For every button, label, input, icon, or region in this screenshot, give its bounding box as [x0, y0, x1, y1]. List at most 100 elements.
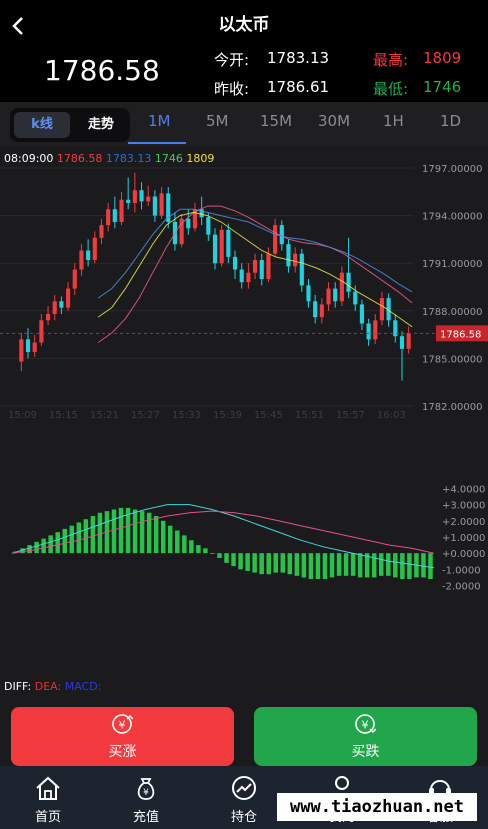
macd-bar: [407, 553, 412, 580]
y-tick-label: 1788.00000: [422, 307, 482, 318]
buy-down-button[interactable]: ¥ 买跌: [254, 707, 477, 766]
candle-body: [146, 196, 151, 202]
candle-body: [406, 333, 411, 349]
candle-body: [246, 272, 251, 283]
legend-value-1: 1786.58: [56, 152, 103, 165]
macd-bar: [203, 548, 208, 554]
macd-bar: [146, 512, 152, 554]
candle-body: [66, 288, 71, 308]
macd-bar: [231, 553, 236, 567]
macd-bar: [196, 545, 201, 554]
x-tick-label: 15:09: [8, 410, 37, 421]
x-tick-label: 15:33: [172, 410, 201, 421]
diff-line: [11, 504, 435, 569]
y-tick-label: 1794.00000: [422, 212, 482, 223]
tab-5m[interactable]: 5M: [206, 112, 229, 130]
open-value: 1783.13: [267, 49, 330, 67]
legend-value-4: 1809: [186, 152, 215, 165]
y-tick-label: 1791.00000: [422, 259, 482, 270]
prev-close-value: 1786.61: [267, 78, 330, 96]
tab-trend[interactable]: 走势: [87, 117, 114, 132]
y-tick-label: 1797.00000: [422, 164, 482, 175]
candle-body: [379, 298, 385, 321]
candle-body: [32, 342, 37, 353]
macd-bar: [83, 519, 89, 554]
tab-15m[interactable]: 15M: [260, 112, 293, 130]
current-price: 1786.58: [44, 54, 160, 87]
macd-bar: [245, 553, 250, 571]
candle-body: [99, 225, 104, 238]
buy-up-button[interactable]: ¥ 买涨: [11, 707, 234, 766]
candle-body: [179, 218, 184, 245]
macd-legend: DIFF: DEA: MACD:: [4, 680, 101, 693]
x-tick-label: 15:15: [49, 410, 78, 421]
macd-bar: [400, 553, 405, 580]
candle-body: [39, 320, 44, 343]
candle-body: [279, 225, 284, 245]
macd-bar: [421, 553, 426, 578]
high-value: 1809: [423, 49, 462, 67]
nav-positions-label: 持仓: [230, 810, 257, 825]
watermark: www.tiaozhuan.net: [277, 793, 477, 821]
candle-body: [399, 336, 405, 349]
prev-close-label: 昨收:: [214, 80, 250, 98]
moving-average-line: [97, 211, 413, 328]
macd-bar: [48, 535, 53, 554]
macd-bar: [41, 538, 46, 554]
low-label: 最低:: [373, 80, 409, 98]
nav-recharge-label: 充值: [132, 810, 159, 825]
macd-bar: [266, 553, 271, 575]
back-arrow-icon[interactable]: [8, 12, 30, 40]
nav-home[interactable]: 首页: [18, 770, 78, 825]
macd-bar: [20, 548, 25, 554]
macd-y-tick-label: +0.0000: [442, 549, 485, 560]
macd-bar: [62, 528, 68, 554]
candle-body: [393, 320, 398, 337]
macd-bar: [386, 553, 391, 576]
candle-body: [72, 269, 77, 289]
macd-label: MACD:: [64, 680, 102, 693]
candle-body: [259, 260, 264, 280]
tab-1h[interactable]: 1H: [383, 112, 404, 130]
y-tick-label: 1782.00000: [422, 402, 482, 413]
tab-30m[interactable]: 30M: [318, 112, 351, 130]
candle-body: [119, 199, 124, 222]
macd-bar: [210, 553, 215, 554]
macd-bar: [97, 512, 103, 554]
nav-recharge[interactable]: ¥ 充值: [116, 770, 176, 825]
tab-kline[interactable]: k线: [14, 112, 70, 138]
home-icon: [36, 776, 60, 800]
macd-bar: [364, 553, 370, 578]
candle-body: [266, 253, 271, 280]
macd-y-tick-label: -1.0000: [442, 565, 481, 576]
nav-positions[interactable]: 持仓: [214, 770, 274, 825]
tab-1d[interactable]: 1D: [440, 112, 462, 130]
candle-body: [333, 288, 338, 302]
macd-y-tick-label: +1.0000: [442, 533, 485, 544]
diff-label: DIFF:: [4, 680, 32, 693]
candle-body: [252, 260, 258, 273]
candle-body: [239, 269, 244, 283]
candle-body: [366, 323, 371, 340]
chart-mode-toggle: k线 走势: [10, 108, 130, 142]
tab-1m[interactable]: 1M: [148, 112, 171, 130]
candle-body: [139, 190, 144, 202]
macd-bar: [153, 515, 159, 554]
macd-bar: [259, 553, 264, 575]
candle-body: [293, 253, 298, 267]
low-value: 1746: [423, 78, 462, 96]
candle-body: [199, 209, 204, 218]
candle-body: [166, 193, 171, 222]
candle-body: [353, 291, 358, 305]
macd-bar: [308, 553, 314, 580]
macd-bar: [118, 507, 124, 554]
kline-chart[interactable]: 1797.00000 1794.00000 1791.00000 1788.00000…: [0, 146, 488, 694]
candle-body: [319, 304, 324, 318]
buy-up-label: 买涨: [108, 744, 137, 760]
macd-y-tick-label: -2.0000: [442, 582, 481, 593]
candle-body: [386, 298, 391, 321]
top-header: 以太币 1786.58 今开: 1783.13 昨收: 1786.61 最高: …: [0, 0, 488, 102]
svg-text:¥: ¥: [119, 719, 126, 732]
high-label: 最高:: [373, 51, 409, 69]
page-title: 以太币: [218, 15, 270, 35]
